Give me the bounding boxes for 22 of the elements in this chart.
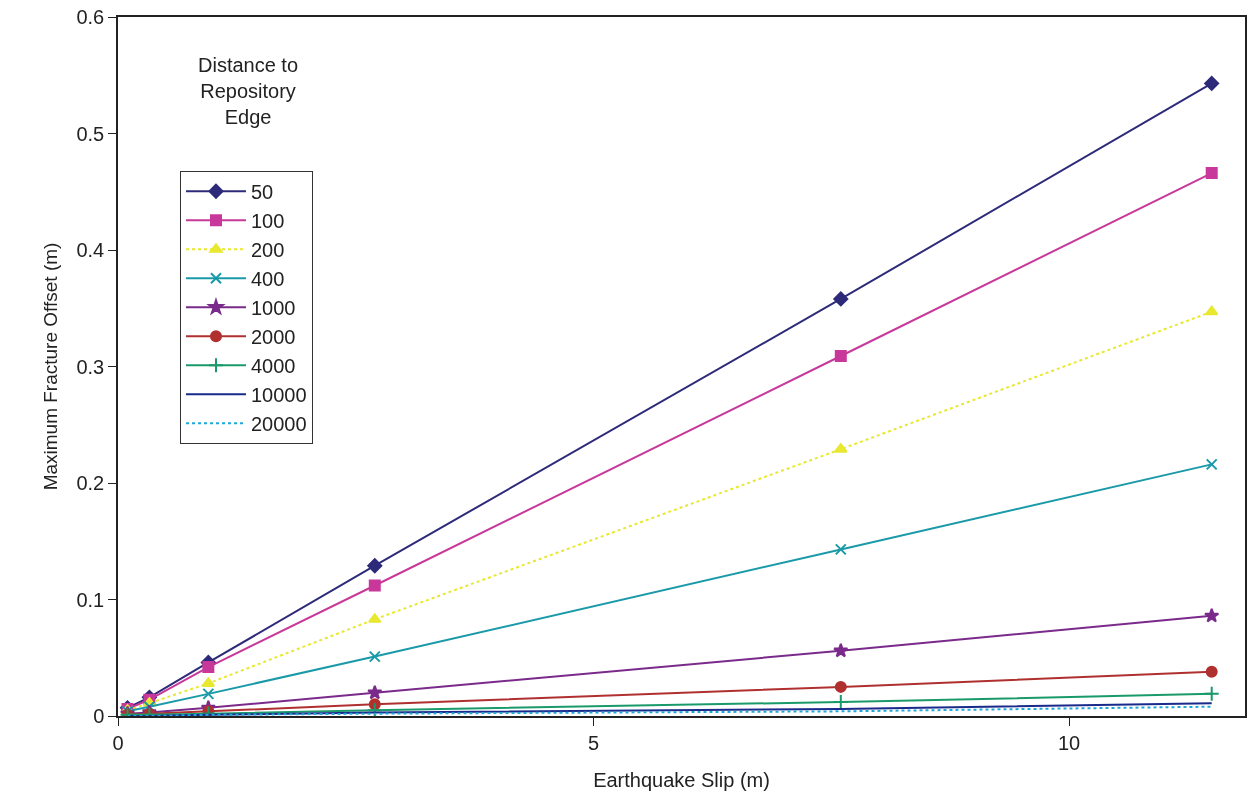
y-tick-label: 0.4 [76, 239, 105, 261]
legend-label: 200 [250, 239, 285, 262]
x-tick-label: 5 [587, 731, 600, 754]
legend-label: 1000 [250, 297, 296, 320]
legend-label: 20000 [250, 413, 307, 436]
y-tick-label: 0.6 [76, 6, 105, 28]
y-tick-label: 0 [93, 705, 105, 727]
y-axis-title: Maximum Fracture Offset (m) [39, 242, 61, 491]
x-tick-label: 10 [1057, 731, 1081, 754]
legend-title: Distance to Repository Edge [198, 54, 299, 128]
y-tick-label: 0.1 [76, 588, 105, 611]
legend-label: 2000 [250, 326, 296, 349]
legend-label: 10000 [250, 384, 307, 407]
y-tick-label: 0.5 [76, 122, 105, 145]
legend-label: 400 [250, 268, 285, 291]
legend-label: 50 [250, 181, 274, 204]
legend-label: 4000 [250, 355, 296, 378]
y-tick-label: 0.3 [76, 355, 105, 378]
legend-label: 100 [250, 210, 285, 233]
x-tick-label: 0 [112, 731, 124, 754]
x-axis-title: Earthquake Slip (m) [593, 768, 770, 791]
y-tick-label: 0.2 [76, 472, 105, 494]
